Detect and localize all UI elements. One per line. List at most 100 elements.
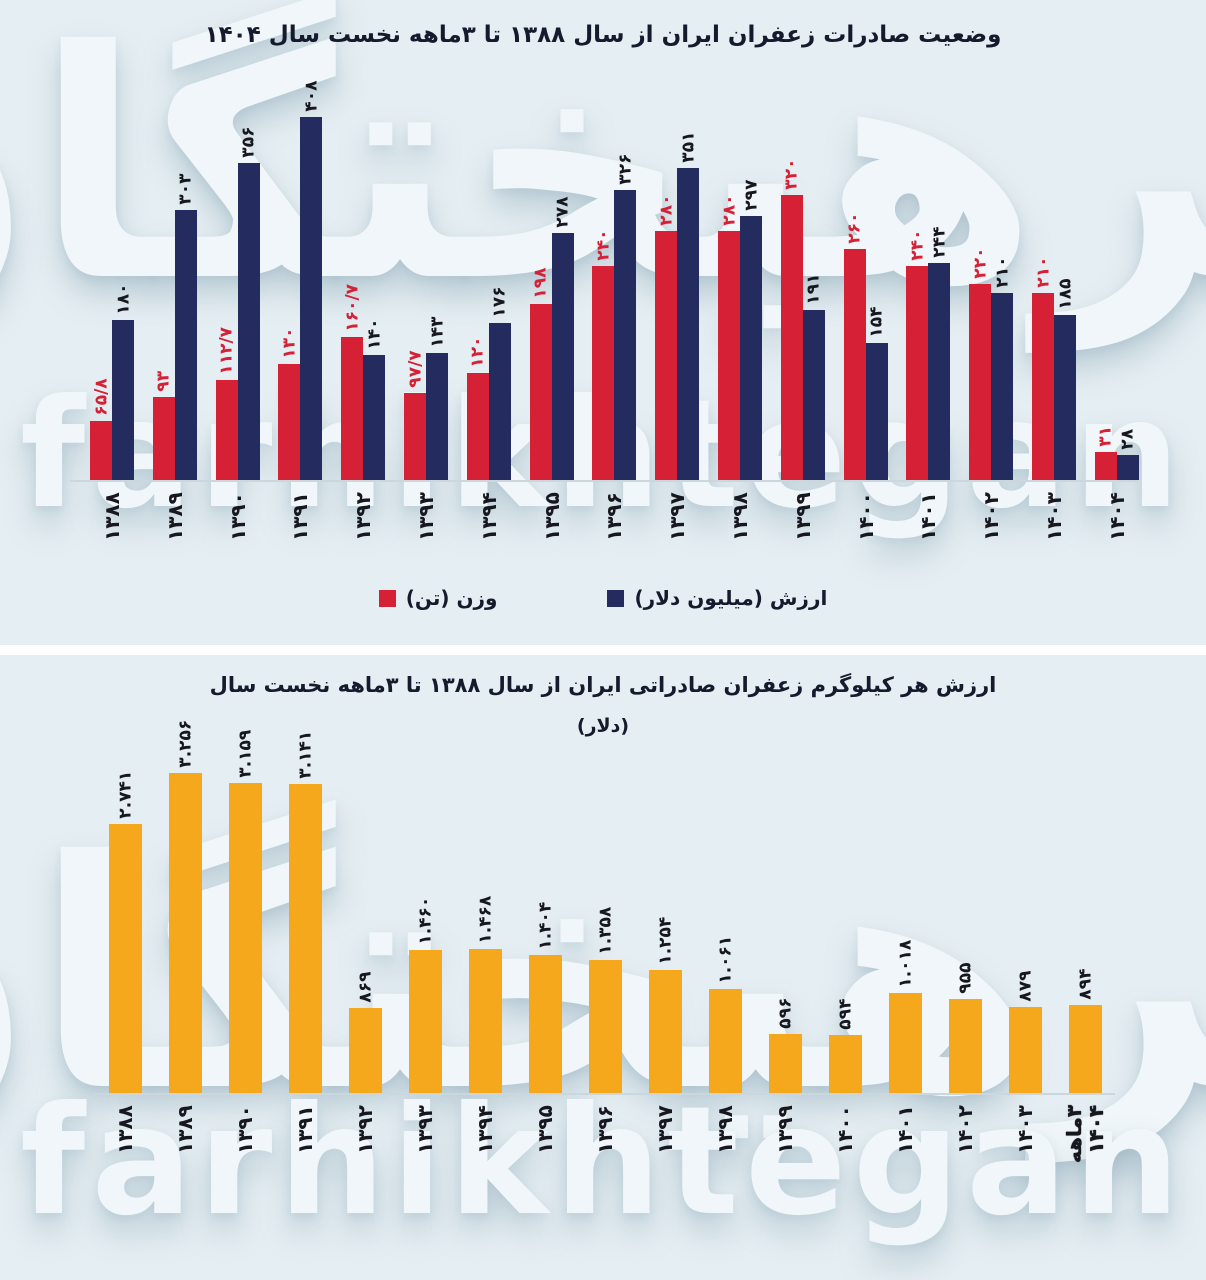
weight-bar [718, 230, 740, 480]
weight-bar [969, 284, 992, 480]
value-value-label: ۱۸۵ [1054, 278, 1075, 311]
price-bar [168, 773, 202, 1093]
price-chart-panel: فرهیختگان farhikhtegan ارزش هر کیلوگرم ز… [0, 655, 1206, 1280]
exports-chart-panel: فرهیختگان farhikhtegan وضعیت صادرات زعفر… [0, 0, 1206, 645]
price-bar [1068, 1005, 1102, 1093]
value-bar [174, 210, 197, 480]
legend-label-value: ارزش (میلیون دلار) [634, 586, 828, 610]
price-value-label: ۱.۲۵۴ [654, 916, 675, 965]
weight-value-label: ۲۸۰ [656, 194, 676, 226]
weight-value-label: ۱۶۰/۷ [342, 283, 362, 332]
value-value-label: ۲۴۴ [929, 226, 950, 258]
weight-bar [780, 195, 803, 480]
legend-item-value: ارزش (میلیون دلار) [607, 586, 827, 610]
year-tick-label: ۱۳۹۶ [602, 492, 627, 541]
weight-value-label: ۲۸۰ [718, 194, 739, 226]
value-value-label: ۱۴۳ [426, 316, 447, 348]
year-tick-label: ۱۳۹۱ [288, 492, 313, 541]
weight-bar [341, 337, 364, 480]
price-bar [108, 823, 142, 1093]
weight-value-label: ۲۴۰ [593, 230, 614, 262]
price-chart-subtitle: (دلار) [576, 715, 630, 737]
year-tick-label: ۱۳۹۷ [665, 492, 690, 541]
value-bar [237, 163, 260, 480]
price-bar [468, 948, 502, 1093]
watermark-latin: farhikhtegan [19, 1075, 1187, 1249]
exports-chart-title: وضعیت صادرات زعفران ایران از سال ۱۳۸۸ تا… [204, 22, 1002, 48]
year-tick-label: ۱۴۰۳ [1042, 492, 1066, 541]
price-value-label: ۹۵۵ [954, 962, 975, 994]
value-bar [363, 355, 386, 480]
weight-bar [215, 379, 238, 480]
weight-value-label: ۱۳۰ [279, 327, 300, 360]
price-bar [408, 949, 442, 1093]
price-value-label: ۸۷۹ [1014, 970, 1035, 1002]
year-tick-label: ۱۳۹۹ [773, 1105, 797, 1154]
legend-item-weight: وزن (تن) [378, 586, 497, 610]
value-bar [1116, 455, 1139, 480]
year-tick-label: ۱۳۹۳ [414, 492, 438, 541]
price-bar-plot: ۲.۷۴۱ ۱۳۸۸ ۳.۲۵۶ ۱۳۸۹ ۳.۱۵۹ ۱۳۹۰ ۳.۱۴۱ ۱۳۹۱ ۸۶۹ ۱… [95, 720, 1115, 1163]
price-value-label: ۱.۰۶۱ [714, 935, 735, 984]
price-bar [828, 1034, 862, 1093]
price-bar [588, 959, 622, 1093]
price-bar [768, 1034, 802, 1093]
year-tick-label: ۳ماهه ۱۴۰۴ [1062, 1104, 1108, 1163]
value-bar [551, 232, 574, 480]
year-tick-label: ۱۳۹۲ [353, 1105, 377, 1154]
price-bar [1008, 1006, 1042, 1093]
year-tick-label: ۱۴۰۰ [853, 492, 878, 541]
legend: ارزش (میلیون دلار) وزن (تن) [0, 586, 1206, 610]
weight-bar [1032, 293, 1054, 480]
value-value-label: ۱۸۰ [112, 283, 133, 315]
weight-value-label: ۹۳ [153, 371, 174, 392]
year-tick-label: ۱۳۹۰ [233, 1105, 257, 1154]
weight-value-label: ۳۲۰ [781, 158, 802, 190]
value-value-label: ۱۵۴ [866, 306, 887, 338]
value-value-label: ۳۵۶ [238, 126, 259, 158]
price-bar [528, 955, 562, 1093]
year-tick-label: ۱۴۰۲ [979, 492, 1004, 541]
price-bar [648, 969, 682, 1093]
weight-value-label: ۲۴۰ [907, 230, 928, 262]
price-bar [228, 782, 262, 1093]
value-value-label: ۳۲۶ [615, 153, 636, 185]
value-value-label: ۲۱۰ [992, 256, 1012, 288]
price-bar [348, 1007, 382, 1093]
price-value-label: ۱.۴۶۰ [414, 896, 435, 945]
price-bar [888, 992, 922, 1093]
weight-bar [152, 397, 175, 480]
value-value-label: ۱۷۶ [489, 286, 510, 319]
value-bar [865, 343, 888, 480]
year-tick-label: ۱۴۰۴ [1104, 492, 1129, 541]
year-tick-label: ۱۳۹۸ [713, 1105, 737, 1154]
value-bar [614, 189, 637, 480]
year-tick-label: ۱۳۹۹ [790, 492, 815, 541]
weight-bar [1094, 452, 1117, 480]
value-value-label: ۳۵۱ [678, 131, 698, 163]
weight-value-label: ۱۲۰ [467, 336, 488, 368]
weight-value-label: ۱۹۸ [530, 267, 551, 299]
price-value-label: ۲.۷۴۱ [114, 770, 135, 819]
value-value-label: ۲۷۸ [552, 196, 573, 228]
legend-swatch-value-icon [607, 589, 625, 607]
value-value-label: ۳۰۳ [175, 173, 196, 206]
year-tick-label: ۱۳۹۱ [293, 1105, 317, 1154]
price-chart-title: ارزش هر کیلوگرم زعفران صادراتی ایران از … [209, 673, 997, 697]
year-tick-label: ۱۳۹۵ [539, 492, 564, 541]
year-tick-label: ۱۳۸۸ [113, 1105, 137, 1154]
price-value-label: ۱.۳۵۸ [594, 906, 615, 955]
value-bar [928, 262, 951, 480]
price-value-label: ۸۶۹ [354, 971, 375, 1003]
weight-value-label: ۱۱۲/۷ [216, 326, 237, 375]
year-tick-label: ۱۳۹۲ [351, 492, 376, 541]
year-tick-label: ۱۳۹۴ [476, 492, 501, 541]
legend-swatch-weight-icon [378, 589, 396, 607]
weight-value-label: ۳۱ [1095, 426, 1116, 448]
price-value-label: ۵۹۶ [774, 997, 795, 1030]
weight-value-label: ۲۲۰ [970, 247, 990, 279]
weight-bar [529, 303, 552, 480]
year-tick-label: ۱۳۸۸ [100, 492, 124, 541]
value-value-label: ۲۸ [1117, 429, 1138, 450]
